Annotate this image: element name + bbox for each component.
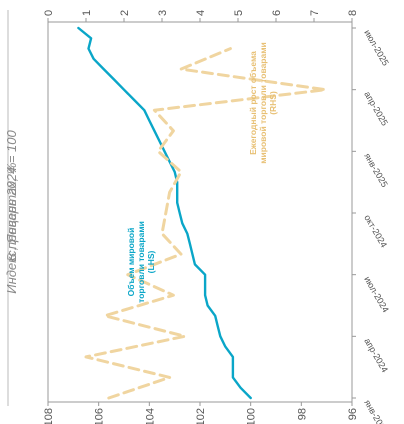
lhs-tick-label: 106 [94, 408, 106, 424]
series-annotation-line: торговли товарами [136, 221, 146, 303]
rhs-tick-label: 1 [81, 10, 93, 16]
rhs-tick-label: 6 [271, 10, 283, 16]
left-axis-title-group: Индекс, Январь 2024 = 100 [4, 130, 19, 294]
date-tick-label: янв-2024 [362, 398, 389, 424]
rhs-tick-label: 8 [347, 10, 359, 16]
plot-area: 96 98 100 102 104 106 108 0 1 2 3 4 5 6 7 8 янв-2024 апр-… [43, 10, 391, 424]
left-axis-title: Индекс, Январь 2024 = 100 [4, 130, 19, 294]
rhs-tick-label: 2 [119, 10, 131, 16]
series-annotation-line: (LHS) [146, 251, 156, 274]
rhs-tick-label: 5 [233, 10, 245, 16]
lhs-tick-label: 104 [144, 408, 156, 424]
lhs-tick-label: 98 [296, 408, 308, 420]
lhs-tick-label: 108 [43, 408, 55, 424]
rhs-tick-label: 4 [195, 10, 207, 16]
series-annotation-line: Ежегодный рост объема [248, 51, 258, 155]
date-tick-label: апр-2024 [362, 336, 390, 374]
series-line-trade-volume [77, 26, 252, 400]
rhs-tick-label: 7 [309, 10, 321, 16]
series-line-annual-growth [84, 47, 327, 400]
plot-frame [47, 21, 353, 403]
rhs-tick-label: 0 [43, 10, 55, 16]
date-tick-label: июл-2025 [362, 28, 391, 68]
lhs-tick-label: 100 [246, 408, 258, 424]
date-tick-label: окт-2024 [362, 213, 389, 249]
lhs-tick-label: 102 [195, 408, 207, 424]
date-tick-label: янв-2025 [362, 151, 389, 189]
series-annotation-line: мировой торговли товарами [258, 42, 268, 163]
series-annotation-line: (RHS) [268, 91, 278, 115]
annotation-group: Объем мировой торговли товарами (LHS) [126, 221, 156, 303]
lhs-tick-label: 96 [347, 408, 359, 420]
date-tick-label: июл-2024 [362, 275, 391, 315]
series-annotation-line: Объем мировой [126, 228, 136, 297]
rhs-tick-label: 3 [157, 10, 169, 16]
date-tick-label: апр-2025 [362, 90, 390, 128]
annotation-group: Ежегодный рост объема мировой торговли то… [248, 42, 278, 163]
